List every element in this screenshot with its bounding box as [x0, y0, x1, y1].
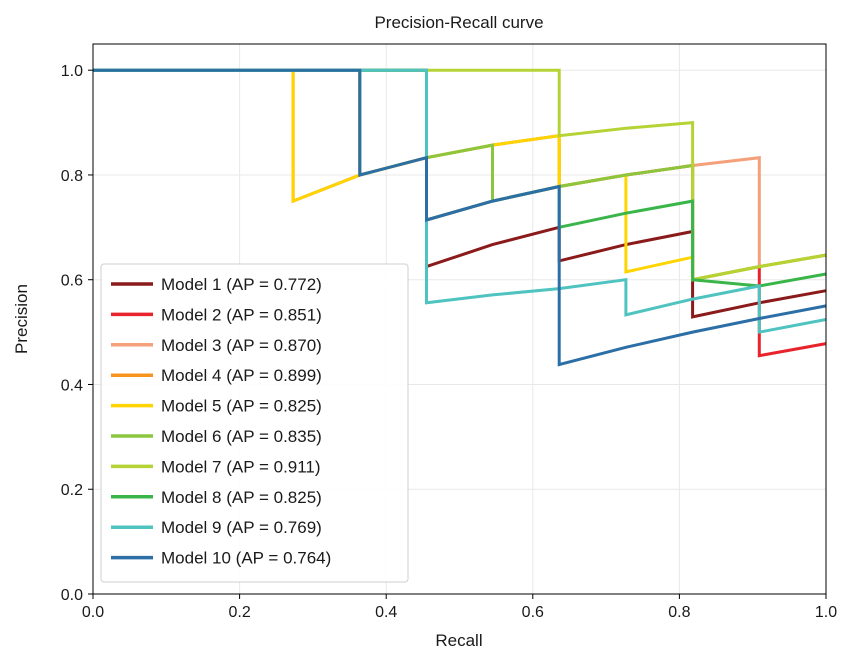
legend-entry: Model 8 (AP = 0.825)	[111, 488, 322, 507]
legend: Model 1 (AP = 0.772) Model 2 (AP = 0.851)…	[100, 263, 409, 583]
legend-entry: Model 6 (AP = 0.835)	[111, 427, 322, 446]
series-line-model-9	[93, 68, 827, 334]
x-tick-label: 0.2	[228, 604, 250, 621]
legend-entry: Model 3 (AP = 0.870)	[111, 336, 322, 355]
series-line-model-7	[93, 68, 827, 282]
y-axis-ticks: 0.0 0.2 0.4 0.6 0.8 1.0	[61, 63, 93, 604]
y-tick-label: 0.2	[61, 482, 83, 499]
y-axis-label: Precision	[12, 284, 31, 354]
legend-label: Model 9 (AP = 0.769)	[161, 518, 322, 537]
y-tick-label: 0.4	[61, 377, 83, 394]
legend-entry: Model 7 (AP = 0.911)	[111, 457, 321, 476]
series-line-model-3	[93, 68, 827, 269]
legend-label: Model 5 (AP = 0.825)	[161, 397, 322, 416]
legend-entry: Model 1 (AP = 0.772)	[111, 275, 322, 294]
x-tick-label: 0.8	[668, 604, 690, 621]
legend-entry: Model 10 (AP = 0.764)	[111, 549, 331, 568]
series-line-model-8	[93, 68, 827, 288]
legend-label: Model 4 (AP = 0.899)	[161, 366, 322, 385]
x-axis-label: Recall	[435, 631, 482, 650]
x-tick-label: 1.0	[815, 604, 837, 621]
y-tick-label: 0.6	[61, 273, 83, 290]
chart-title: Precision-Recall curve	[374, 13, 543, 32]
legend-label: Model 1 (AP = 0.772)	[161, 275, 322, 294]
legend-entry: Model 5 (AP = 0.825)	[111, 397, 322, 416]
x-axis-ticks: 0.0 0.2 0.4 0.6 0.8 1.0	[82, 594, 837, 621]
legend-label: Model 6 (AP = 0.835)	[161, 427, 322, 446]
legend-entry: Model 9 (AP = 0.769)	[111, 518, 322, 537]
legend-box	[100, 263, 409, 583]
series-line-model-10	[93, 68, 827, 367]
y-tick-label: 1.0	[61, 63, 83, 80]
legend-label: Model 8 (AP = 0.825)	[161, 488, 322, 507]
legend-label: Model 3 (AP = 0.870)	[161, 336, 322, 355]
plot-frame	[92, 43, 827, 595]
legend-label: Model 7 (AP = 0.911)	[161, 457, 321, 476]
curves	[93, 68, 827, 367]
legend-entry: Model 2 (AP = 0.851)	[111, 305, 322, 324]
x-tick-label: 0.6	[522, 604, 544, 621]
legend-entry: Model 4 (AP = 0.899)	[111, 366, 322, 385]
legend-label: Model 2 (AP = 0.851)	[161, 305, 322, 324]
y-tick-label: 0.0	[61, 587, 83, 604]
x-tick-label: 0.4	[375, 604, 397, 621]
y-tick-label: 0.8	[61, 168, 83, 185]
legend-label: Model 10 (AP = 0.764)	[161, 549, 331, 568]
x-tick-label: 0.0	[82, 604, 104, 621]
